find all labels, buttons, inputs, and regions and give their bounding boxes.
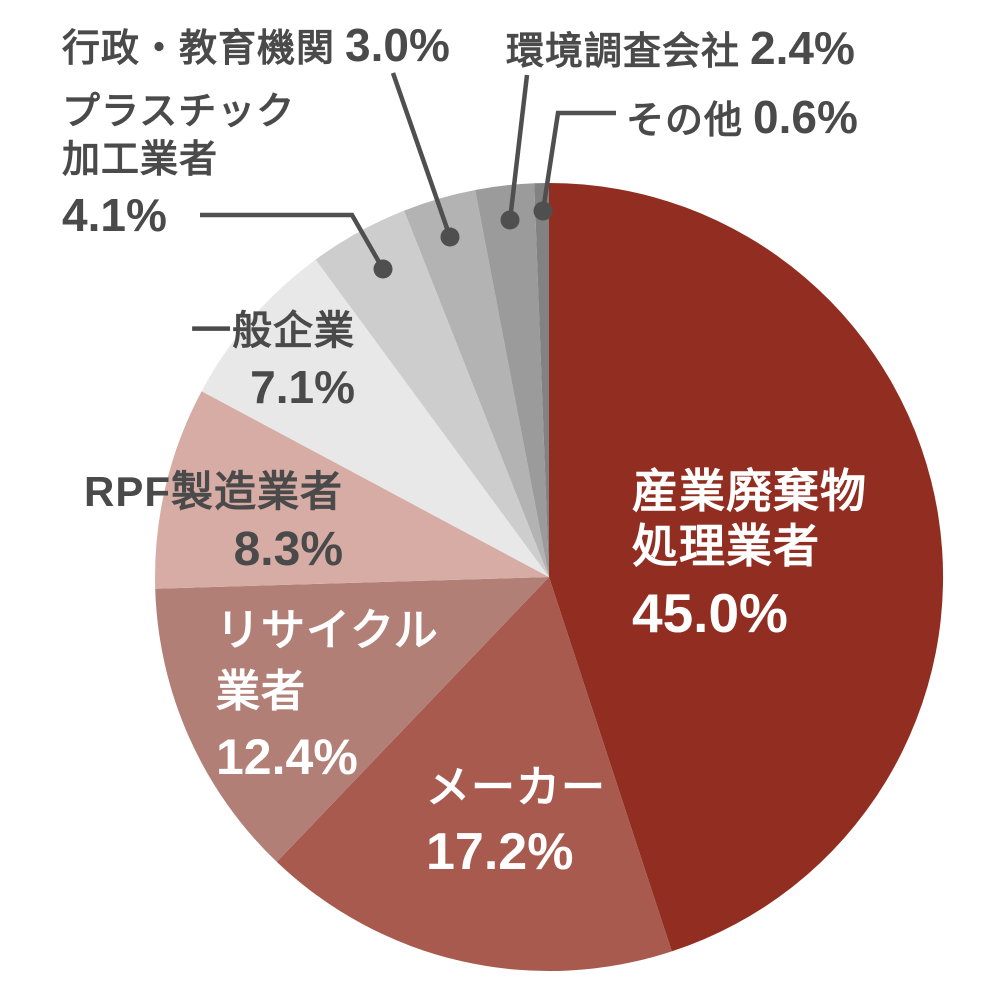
callout-line-government-education — [390, 72, 453, 238]
label-rpf-producer: RPF製造業者 8.3% — [84, 466, 343, 574]
callout-dot-government-education — [440, 227, 460, 247]
label-recycler-line2: 業者 — [216, 667, 306, 716]
pie-slices — [155, 182, 944, 972]
label-plastic-processor: プラスチック 加工業者 4.1% — [62, 88, 295, 238]
pie-slice-other — [534, 183, 549, 577]
pie-slice-plastic-processor — [315, 210, 549, 577]
label-general-company-pct: 7.1% — [250, 361, 355, 413]
pie-slice-environmental-survey — [475, 183, 549, 578]
label-general-company-name: 一般企業 — [191, 309, 355, 353]
callout-dot-plastic-processor — [373, 259, 393, 279]
label-government-education-name: 行政・教育機関 — [62, 28, 336, 70]
label-general-company: 一般企業 7.1% — [191, 306, 355, 410]
label-manufacturer-pct: 17.2% — [426, 823, 574, 881]
callout-dot-other — [533, 201, 553, 221]
label-other-name: その他 — [626, 100, 744, 142]
pie-slice-government-education — [404, 190, 549, 577]
callout-line-other — [540, 110, 616, 212]
label-plastic-processor-line2: 加工業者 — [62, 139, 219, 181]
label-manufacturer: メーカー 17.2% — [426, 762, 606, 878]
label-plastic-processor-pct: 4.1% — [62, 189, 167, 241]
label-industrial-waste-processor-line1: 産業廃棄物 — [632, 465, 867, 517]
callout-dot-environmental-survey — [500, 210, 520, 230]
label-industrial-waste-processor-pct: 45.0% — [632, 582, 788, 644]
label-rpf-producer-pct: 8.3% — [233, 523, 343, 576]
label-government-education: 行政・教育機関 3.0% — [62, 22, 450, 68]
label-industrial-waste-processor-line2: 処理業者 — [632, 520, 820, 572]
label-industrial-waste-processor: 産業廃棄物 処理業者 45.0% — [632, 464, 867, 641]
callout-lines — [200, 72, 616, 271]
label-environmental-survey-name: 環境調査会社 — [506, 31, 741, 73]
label-recycler: リサイクル 業者 12.4% — [216, 600, 439, 782]
pie-slice-recycler — [155, 577, 549, 862]
pie-slice-general-company — [201, 259, 549, 577]
pie-slice-industrial-waste-processor — [549, 182, 944, 952]
label-environmental-survey-pct: 2.4% — [750, 22, 855, 74]
label-plastic-processor-line1: プラスチック — [62, 91, 296, 133]
label-environmental-survey: 環境調査会社 2.4% — [506, 25, 855, 71]
callout-line-plastic-processor — [200, 212, 385, 271]
label-government-education-pct: 3.0% — [345, 19, 450, 71]
label-recycler-line1: リサイクル — [216, 606, 439, 655]
label-recycler-pct: 12.4% — [216, 729, 358, 785]
label-manufacturer-name: メーカー — [426, 763, 606, 812]
pie-slice-manufacturer — [276, 577, 672, 972]
callout-line-environmental-survey — [507, 74, 530, 221]
label-other-pct: 0.6% — [753, 91, 858, 143]
label-other: その他 0.6% — [626, 94, 858, 140]
label-rpf-producer-name: RPF製造業者 — [83, 468, 343, 515]
callout-dots — [373, 201, 553, 279]
pie-slice-rpf-producer — [155, 391, 550, 589]
